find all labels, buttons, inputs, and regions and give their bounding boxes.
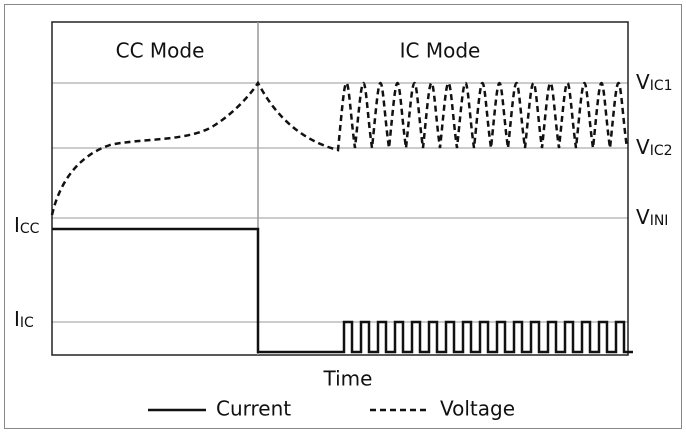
label-sub: IC (20, 315, 34, 331)
label-sub: INI (650, 213, 669, 229)
right-label: VIC2 (636, 135, 673, 160)
x-axis-label: Time (323, 367, 373, 391)
left-label: IIC (14, 307, 34, 332)
label-sub: IC2 (650, 143, 673, 159)
label-sub: IC1 (650, 78, 673, 94)
mode-label: CC Mode (116, 39, 205, 63)
label-main: V (636, 205, 650, 229)
legend-label: Voltage (440, 397, 515, 421)
label-main: I (14, 307, 20, 331)
current-curve (52, 227, 633, 354)
mode-label: IC Mode (400, 39, 481, 63)
label-main: I (14, 213, 20, 237)
left-label: ICC (14, 213, 40, 238)
label-sub: CC (20, 221, 40, 237)
right-label: VIC1 (636, 70, 673, 95)
legend-label: Current (216, 397, 291, 421)
label-main: V (636, 70, 650, 94)
frame (4, 4, 682, 429)
voltage-curve (50, 80, 629, 216)
right-label: VINI (636, 205, 668, 230)
label-main: V (636, 135, 650, 159)
plot-area (51, 21, 629, 356)
